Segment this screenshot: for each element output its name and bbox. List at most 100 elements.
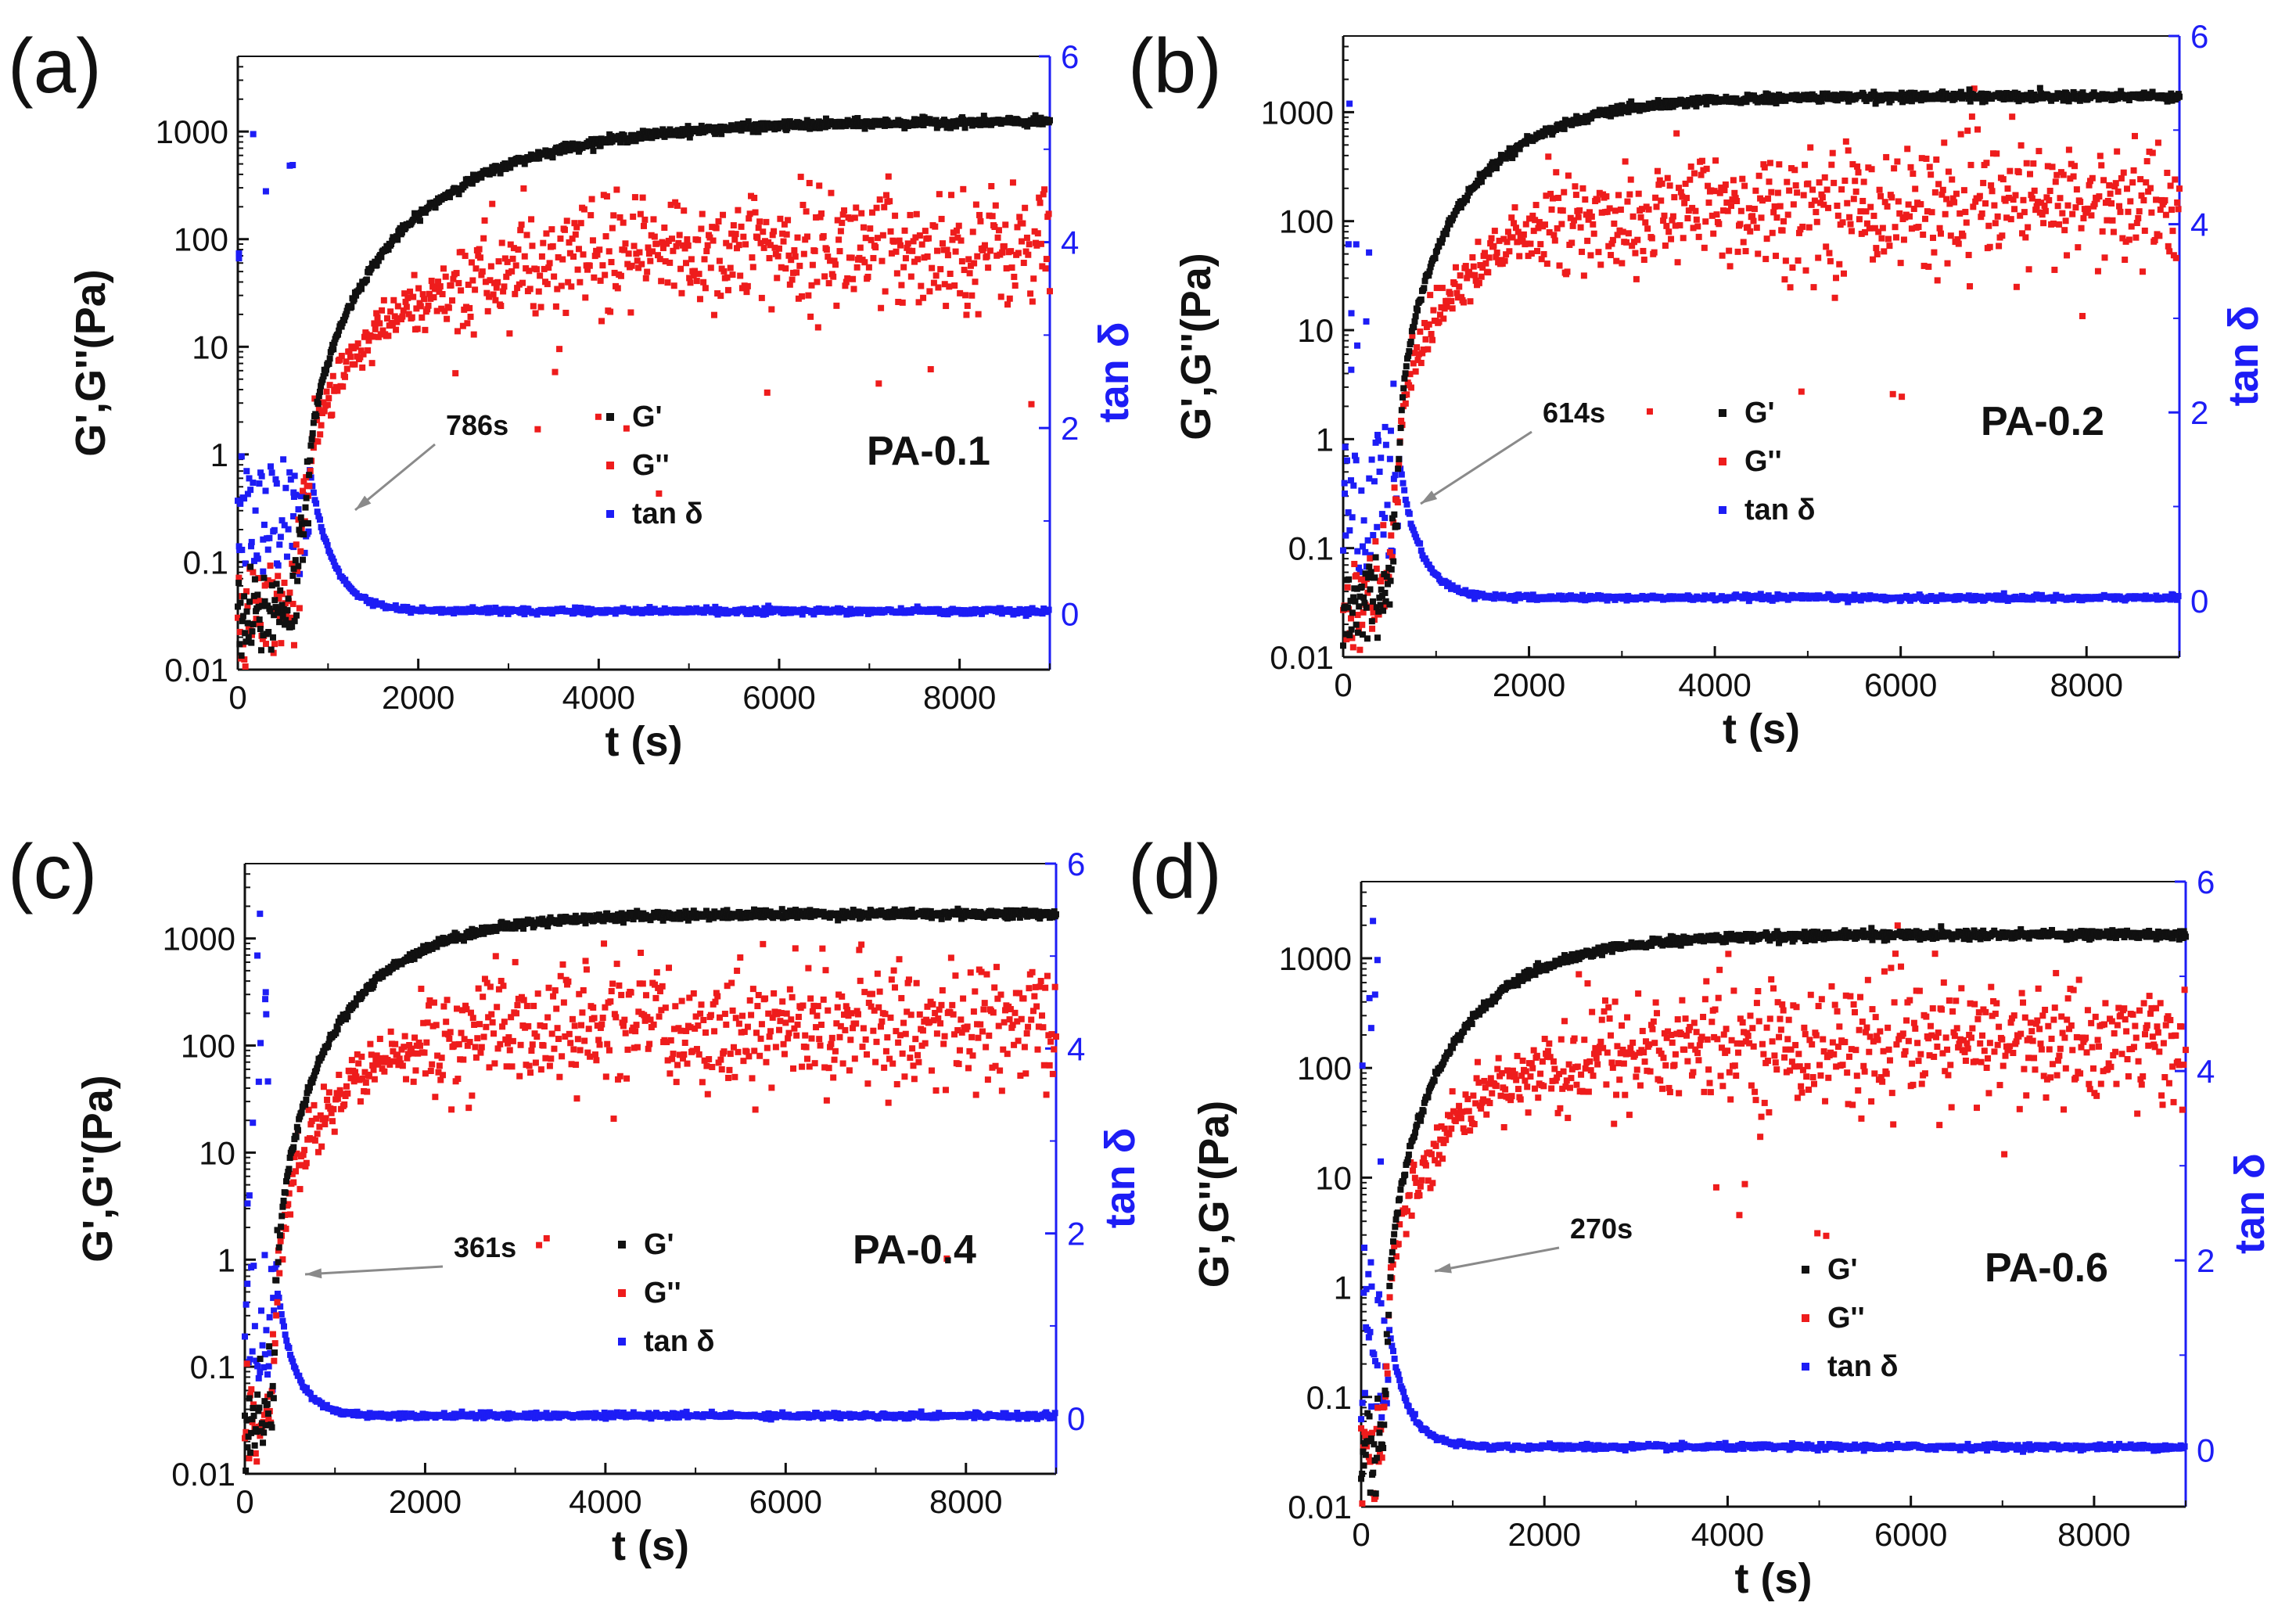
g-prime-point	[330, 346, 337, 353]
g-double-prime-point	[1693, 216, 1700, 223]
g-prime-point	[1401, 375, 1408, 382]
g-double-prime-point	[512, 262, 519, 269]
g-double-prime-point	[1043, 256, 1050, 263]
g-double-prime-point	[2005, 194, 2012, 201]
tan-delta-point	[1417, 547, 1425, 554]
g-double-prime-point	[405, 311, 412, 318]
g-prime-point	[293, 612, 300, 619]
g-double-prime-point	[2154, 139, 2161, 146]
g-double-prime-point	[994, 234, 1001, 241]
g-double-prime-point	[1933, 156, 1940, 163]
y-tick-label: 1000	[156, 113, 228, 150]
g-double-prime-point	[486, 293, 493, 300]
g-prime-point	[1388, 566, 1395, 573]
g-prime-point	[1346, 576, 1353, 583]
g-double-prime-point	[729, 271, 736, 278]
g-double-prime-point	[428, 277, 435, 284]
g-double-prime-point	[1700, 167, 1707, 174]
data-points	[235, 112, 1053, 670]
g-prime-point	[336, 327, 343, 334]
g-prime-point	[1378, 586, 1385, 593]
g-prime-point	[1396, 455, 1403, 462]
g-double-prime-point	[1870, 256, 1877, 263]
g-double-prime-point	[1744, 224, 1752, 231]
g-double-prime-point	[813, 214, 820, 221]
g-prime-point	[274, 609, 281, 616]
g-double-prime-point	[1970, 203, 1977, 210]
g-double-prime-point	[2107, 190, 2114, 197]
g-double-prime-point	[2060, 171, 2067, 178]
g-double-prime-point	[1942, 210, 1949, 217]
g-prime-point	[259, 602, 266, 609]
g-prime-point	[394, 236, 401, 243]
g-prime-point	[241, 593, 248, 600]
g-double-prime-point	[831, 257, 838, 264]
tan-delta-point	[1511, 597, 1518, 604]
g-double-prime-point	[472, 265, 480, 272]
g-double-prime-point	[645, 250, 652, 257]
g-double-prime-point	[1875, 228, 1882, 235]
g-double-prime-point	[500, 288, 507, 295]
g-double-prime-point	[1931, 249, 1938, 256]
g-double-prime-point	[1517, 234, 1524, 241]
g-double-prime-point	[1470, 263, 1477, 270]
g-double-prime-point	[1965, 251, 1972, 258]
g-double-prime-point	[517, 227, 524, 234]
g-double-prime-point	[1422, 336, 1429, 343]
g-double-prime-point	[506, 330, 513, 337]
x-tick-label: 0	[1334, 666, 1352, 703]
g-double-prime-point	[1677, 189, 1684, 196]
g-double-prime-point	[1937, 230, 1944, 237]
g-double-prime-point	[1412, 368, 1419, 375]
g-double-prime-point	[1847, 221, 1854, 228]
g-prime-point	[698, 122, 705, 129]
g-double-prime-point	[1619, 228, 1626, 235]
g-double-prime-point	[264, 577, 271, 584]
g-double-prime-point	[1989, 150, 1996, 157]
tan-delta-point	[279, 1317, 286, 1324]
g-prime-point	[590, 147, 597, 154]
g-prime-point	[1380, 607, 1387, 614]
tan-delta-point	[578, 605, 585, 612]
tan-delta-point	[247, 487, 254, 494]
g-double-prime-point	[2015, 169, 2022, 176]
g-double-prime-point	[953, 227, 960, 234]
tan-delta-point	[492, 604, 499, 611]
g-double-prime-point	[1360, 609, 1367, 616]
g-double-prime-point	[1742, 248, 1749, 255]
g-double-prime-point	[1712, 157, 1719, 164]
g-double-prime-point	[445, 304, 452, 311]
g-prime-point	[1367, 569, 1374, 576]
g-double-prime-point	[501, 283, 508, 290]
g-prime-point	[307, 457, 314, 464]
tan-delta-point	[298, 1379, 305, 1386]
g-double-prime-point	[796, 262, 803, 269]
g-double-prime-point	[357, 354, 364, 361]
g-double-prime-point	[1458, 293, 1465, 300]
g-double-prime-point	[244, 603, 251, 610]
g-double-prime-point	[1953, 190, 1960, 197]
g-double-prime-point	[623, 425, 630, 432]
g-double-prime-point	[1867, 203, 1874, 210]
g-double-prime-point	[289, 560, 296, 567]
g-double-prime-point	[755, 225, 762, 232]
g-double-prime-point	[535, 288, 542, 295]
g-prime-point	[2125, 97, 2132, 104]
tan-delta-point	[712, 603, 719, 610]
g-prime-point	[1374, 634, 1381, 641]
g-double-prime-point	[2073, 186, 2080, 193]
g-double-prime-point	[2071, 163, 2079, 170]
g-double-prime-point	[297, 548, 304, 555]
legend-label: G'	[632, 401, 663, 433]
g-double-prime-point	[453, 270, 460, 277]
g-double-prime-point	[580, 206, 587, 213]
g-double-prime-point	[1540, 250, 1547, 257]
tan-delta-point	[995, 609, 1002, 616]
g-double-prime-point	[1595, 249, 1602, 256]
g-double-prime-point	[518, 221, 525, 228]
g-prime-point	[1403, 363, 1410, 370]
g-double-prime-point	[403, 304, 410, 311]
g-double-prime-point	[235, 614, 241, 621]
tan-delta-point	[305, 528, 312, 535]
g-double-prime-point	[1924, 208, 1931, 215]
